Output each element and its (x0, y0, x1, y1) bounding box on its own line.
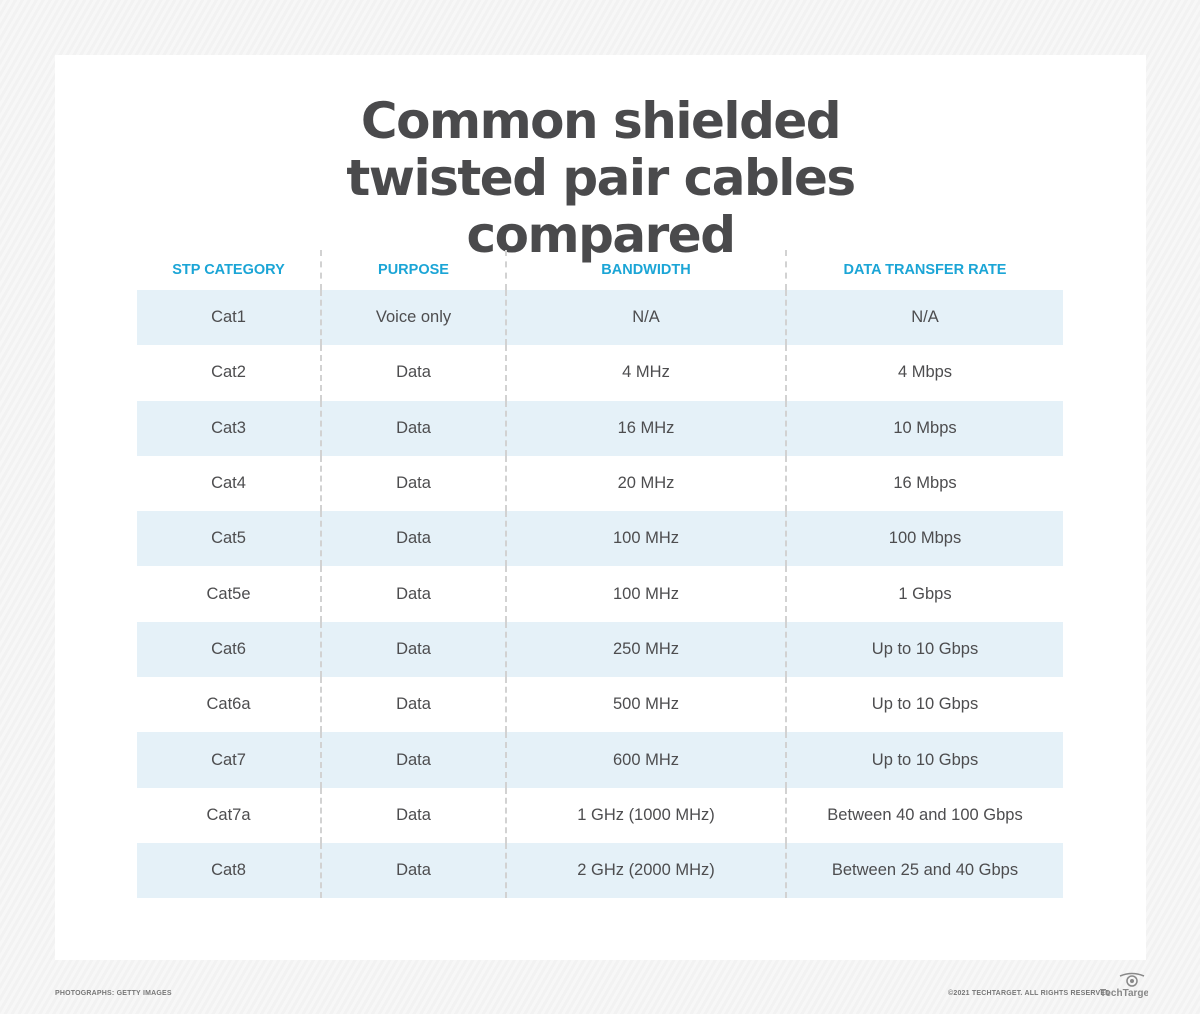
techtarget-logo: TechTarget (1098, 972, 1153, 999)
table-cell: 1 Gbps (785, 566, 1063, 622)
table-cell: 500 MHz (505, 677, 786, 733)
photo-credit: PHOTOGRAPHS: GETTY IMAGES (55, 990, 172, 997)
table-cell: Data (320, 345, 506, 401)
table-cell: Between 25 and 40 Gbps (785, 842, 1063, 899)
svg-text:TechTarget: TechTarget (1100, 988, 1148, 998)
table-cell: Data (320, 400, 506, 456)
table-cell: 100 Mbps (785, 511, 1063, 567)
column-header: DATA TRANSFER RATE (785, 250, 1063, 290)
table-cell: Voice only (320, 290, 506, 346)
table-row: Cat6 Data 250 MHz Up to 10 Gbps (137, 621, 1063, 678)
column-header: PURPOSE (320, 250, 506, 290)
table-cell: Data (320, 566, 506, 622)
table-cell: Cat1 (137, 290, 321, 346)
table-cell: Data (320, 787, 506, 843)
eye-icon: TechTarget (1100, 972, 1153, 999)
table-row: Cat1 Voice only N/A N/A (137, 290, 1063, 346)
table-cell: 16 Mbps (785, 455, 1063, 512)
table-cell: Data (320, 842, 506, 899)
table-cell: N/A (505, 290, 786, 346)
table-row: Cat5e Data 100 MHz 1 Gbps (137, 566, 1063, 622)
table-cell: Data (320, 621, 506, 678)
table-cell: Cat7 (137, 732, 321, 788)
comparison-table: STP CATEGORY PURPOSE BANDWIDTH DATA TRANSFE… (137, 250, 1063, 899)
table-cell: 1 GHz (1000 MHz) (505, 787, 786, 843)
table-cell: 10 Mbps (785, 400, 1063, 456)
table-cell: 600 MHz (505, 732, 786, 788)
table-cell: 100 MHz (505, 511, 786, 567)
table-cell: Between 40 and 100 Gbps (785, 787, 1063, 843)
table-cell: Cat5 (137, 511, 321, 567)
table-cell: 100 MHz (505, 566, 786, 622)
table-cell: Data (320, 677, 506, 733)
table-cell: 4 MHz (505, 345, 786, 401)
table-row: Cat7a Data 1 GHz (1000 MHz) Between 40 and … (137, 787, 1063, 843)
table-cell: 250 MHz (505, 621, 786, 678)
table-cell: Cat3 (137, 400, 321, 456)
table-cell: Cat6a (206, 695, 251, 714)
table-cell: Cat4 (211, 474, 246, 493)
table-cell: 20 MHz (505, 455, 786, 512)
table-cell: Cat5e (206, 584, 251, 603)
table-cell: Data (320, 732, 506, 788)
table-row: Cat2 Data 4 MHz 4 Mbps (137, 345, 1063, 401)
table-row: Cat5 Data 100 MHz 100 Mbps (137, 511, 1063, 567)
table-row: Cat7 Data 600 MHz Up to 10 Gbps (137, 732, 1063, 788)
table-cell: Data (320, 455, 506, 512)
table-cell: Up to 10 Gbps (785, 732, 1063, 788)
table-cell: Cat7a (206, 805, 251, 824)
table-row: Cat3 Data 16 MHz 10 Mbps (137, 400, 1063, 456)
table-cell: 16 MHz (505, 400, 786, 456)
table-row: Cat8 Data 2 GHz (2000 MHz) Between 25 and 4… (137, 842, 1063, 899)
table-cell: 2 GHz (2000 MHz) (505, 842, 786, 899)
table-cell: Up to 10 Gbps (785, 621, 1063, 678)
table-row: Cat4 Data 20 MHz 16 Mbps (137, 455, 1063, 512)
column-header: STP CATEGORY (172, 262, 285, 278)
table-cell: Cat6 (137, 621, 321, 678)
table-cell: Up to 10 Gbps (785, 677, 1063, 733)
table-cell: 4 Mbps (785, 345, 1063, 401)
table-cell: Data (320, 511, 506, 567)
infographic-card: Common shielded twisted pair cables comp… (55, 55, 1146, 960)
copyright: ©2021 TECHTARGET. ALL RIGHTS RESERVED (948, 990, 1111, 997)
header-row: STP CATEGORY PURPOSE BANDWIDTH DATA TRANSFE… (137, 250, 1063, 290)
column-header: BANDWIDTH (505, 250, 786, 290)
table-cell: Cat8 (137, 842, 321, 899)
page-title: Common shielded twisted pair cables comp… (346, 92, 856, 264)
table-cell: N/A (785, 290, 1063, 346)
table-cell: Cat2 (211, 363, 246, 382)
table-row: Cat6a Data 500 MHz Up to 10 Gbps (137, 677, 1063, 733)
